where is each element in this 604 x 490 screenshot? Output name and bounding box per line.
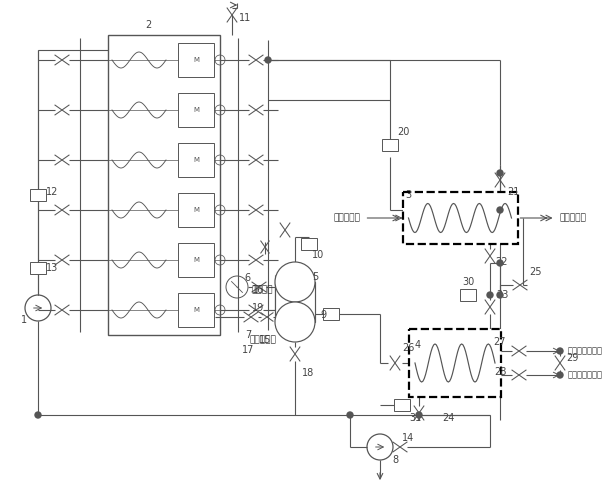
Text: M: M <box>193 307 199 313</box>
Text: 6: 6 <box>244 273 250 283</box>
Text: 8: 8 <box>392 455 398 465</box>
Text: 惰性气体: 惰性气体 <box>252 286 274 294</box>
Text: 31: 31 <box>409 413 421 423</box>
Text: 26: 26 <box>402 343 414 353</box>
Circle shape <box>347 412 353 418</box>
Text: 27: 27 <box>493 337 506 347</box>
Bar <box>460 289 476 301</box>
Circle shape <box>557 348 563 354</box>
Bar <box>409 329 501 397</box>
Text: 除盐水或凝结水: 除盐水或凝结水 <box>568 370 603 379</box>
Bar <box>178 243 214 277</box>
Text: 22: 22 <box>496 257 508 267</box>
Text: 25: 25 <box>528 267 541 277</box>
Circle shape <box>35 412 41 418</box>
Bar <box>275 282 315 322</box>
Text: 20: 20 <box>397 127 409 137</box>
Text: 循环冷却水: 循环冷却水 <box>250 336 277 344</box>
Text: 7: 7 <box>245 330 251 340</box>
Bar <box>178 43 214 77</box>
Text: 热水送至除氧器: 热水送至除氧器 <box>568 346 603 356</box>
Text: 3: 3 <box>405 190 411 200</box>
Text: 2: 2 <box>145 20 151 30</box>
Text: 助燃冷空气: 助燃冷空气 <box>333 214 361 222</box>
Circle shape <box>416 412 422 418</box>
Text: 28: 28 <box>494 367 506 377</box>
Bar <box>301 238 317 250</box>
Text: 4: 4 <box>415 340 421 350</box>
Text: 5: 5 <box>312 272 318 282</box>
Text: 23: 23 <box>496 290 508 300</box>
Bar <box>178 293 214 327</box>
Bar <box>402 192 518 244</box>
Circle shape <box>497 260 503 266</box>
Bar <box>108 35 220 335</box>
Text: 29: 29 <box>566 353 578 363</box>
Text: 30: 30 <box>462 277 474 287</box>
Text: 17: 17 <box>242 345 254 355</box>
Bar <box>30 189 46 201</box>
Text: M: M <box>193 257 199 263</box>
Text: M: M <box>193 207 199 213</box>
Text: 助燃热空气: 助燃热空气 <box>559 214 586 222</box>
Circle shape <box>265 57 271 63</box>
Bar <box>178 93 214 127</box>
Text: 11: 11 <box>239 13 251 23</box>
Text: 10: 10 <box>312 250 324 260</box>
Text: 14: 14 <box>402 433 414 443</box>
Bar <box>30 262 46 274</box>
Text: M: M <box>193 57 199 63</box>
Text: 13: 13 <box>46 263 58 273</box>
Text: 16: 16 <box>252 285 264 295</box>
Ellipse shape <box>275 302 315 342</box>
Circle shape <box>487 292 493 298</box>
Text: 21: 21 <box>507 187 519 197</box>
Text: 15: 15 <box>259 335 271 345</box>
Bar <box>178 143 214 177</box>
Ellipse shape <box>275 262 315 302</box>
Text: 12: 12 <box>46 187 58 197</box>
Text: M: M <box>193 107 199 113</box>
Bar <box>382 139 398 151</box>
Bar <box>178 193 214 227</box>
Circle shape <box>497 292 503 298</box>
Text: 24: 24 <box>442 413 454 423</box>
Text: 9: 9 <box>320 310 326 320</box>
Text: 1: 1 <box>21 315 27 325</box>
Bar <box>323 308 339 320</box>
Circle shape <box>557 372 563 378</box>
Text: 19: 19 <box>252 303 264 313</box>
Circle shape <box>497 207 503 213</box>
Circle shape <box>497 170 503 176</box>
Text: M: M <box>193 157 199 163</box>
Bar <box>394 399 410 411</box>
Text: 18: 18 <box>302 368 314 378</box>
